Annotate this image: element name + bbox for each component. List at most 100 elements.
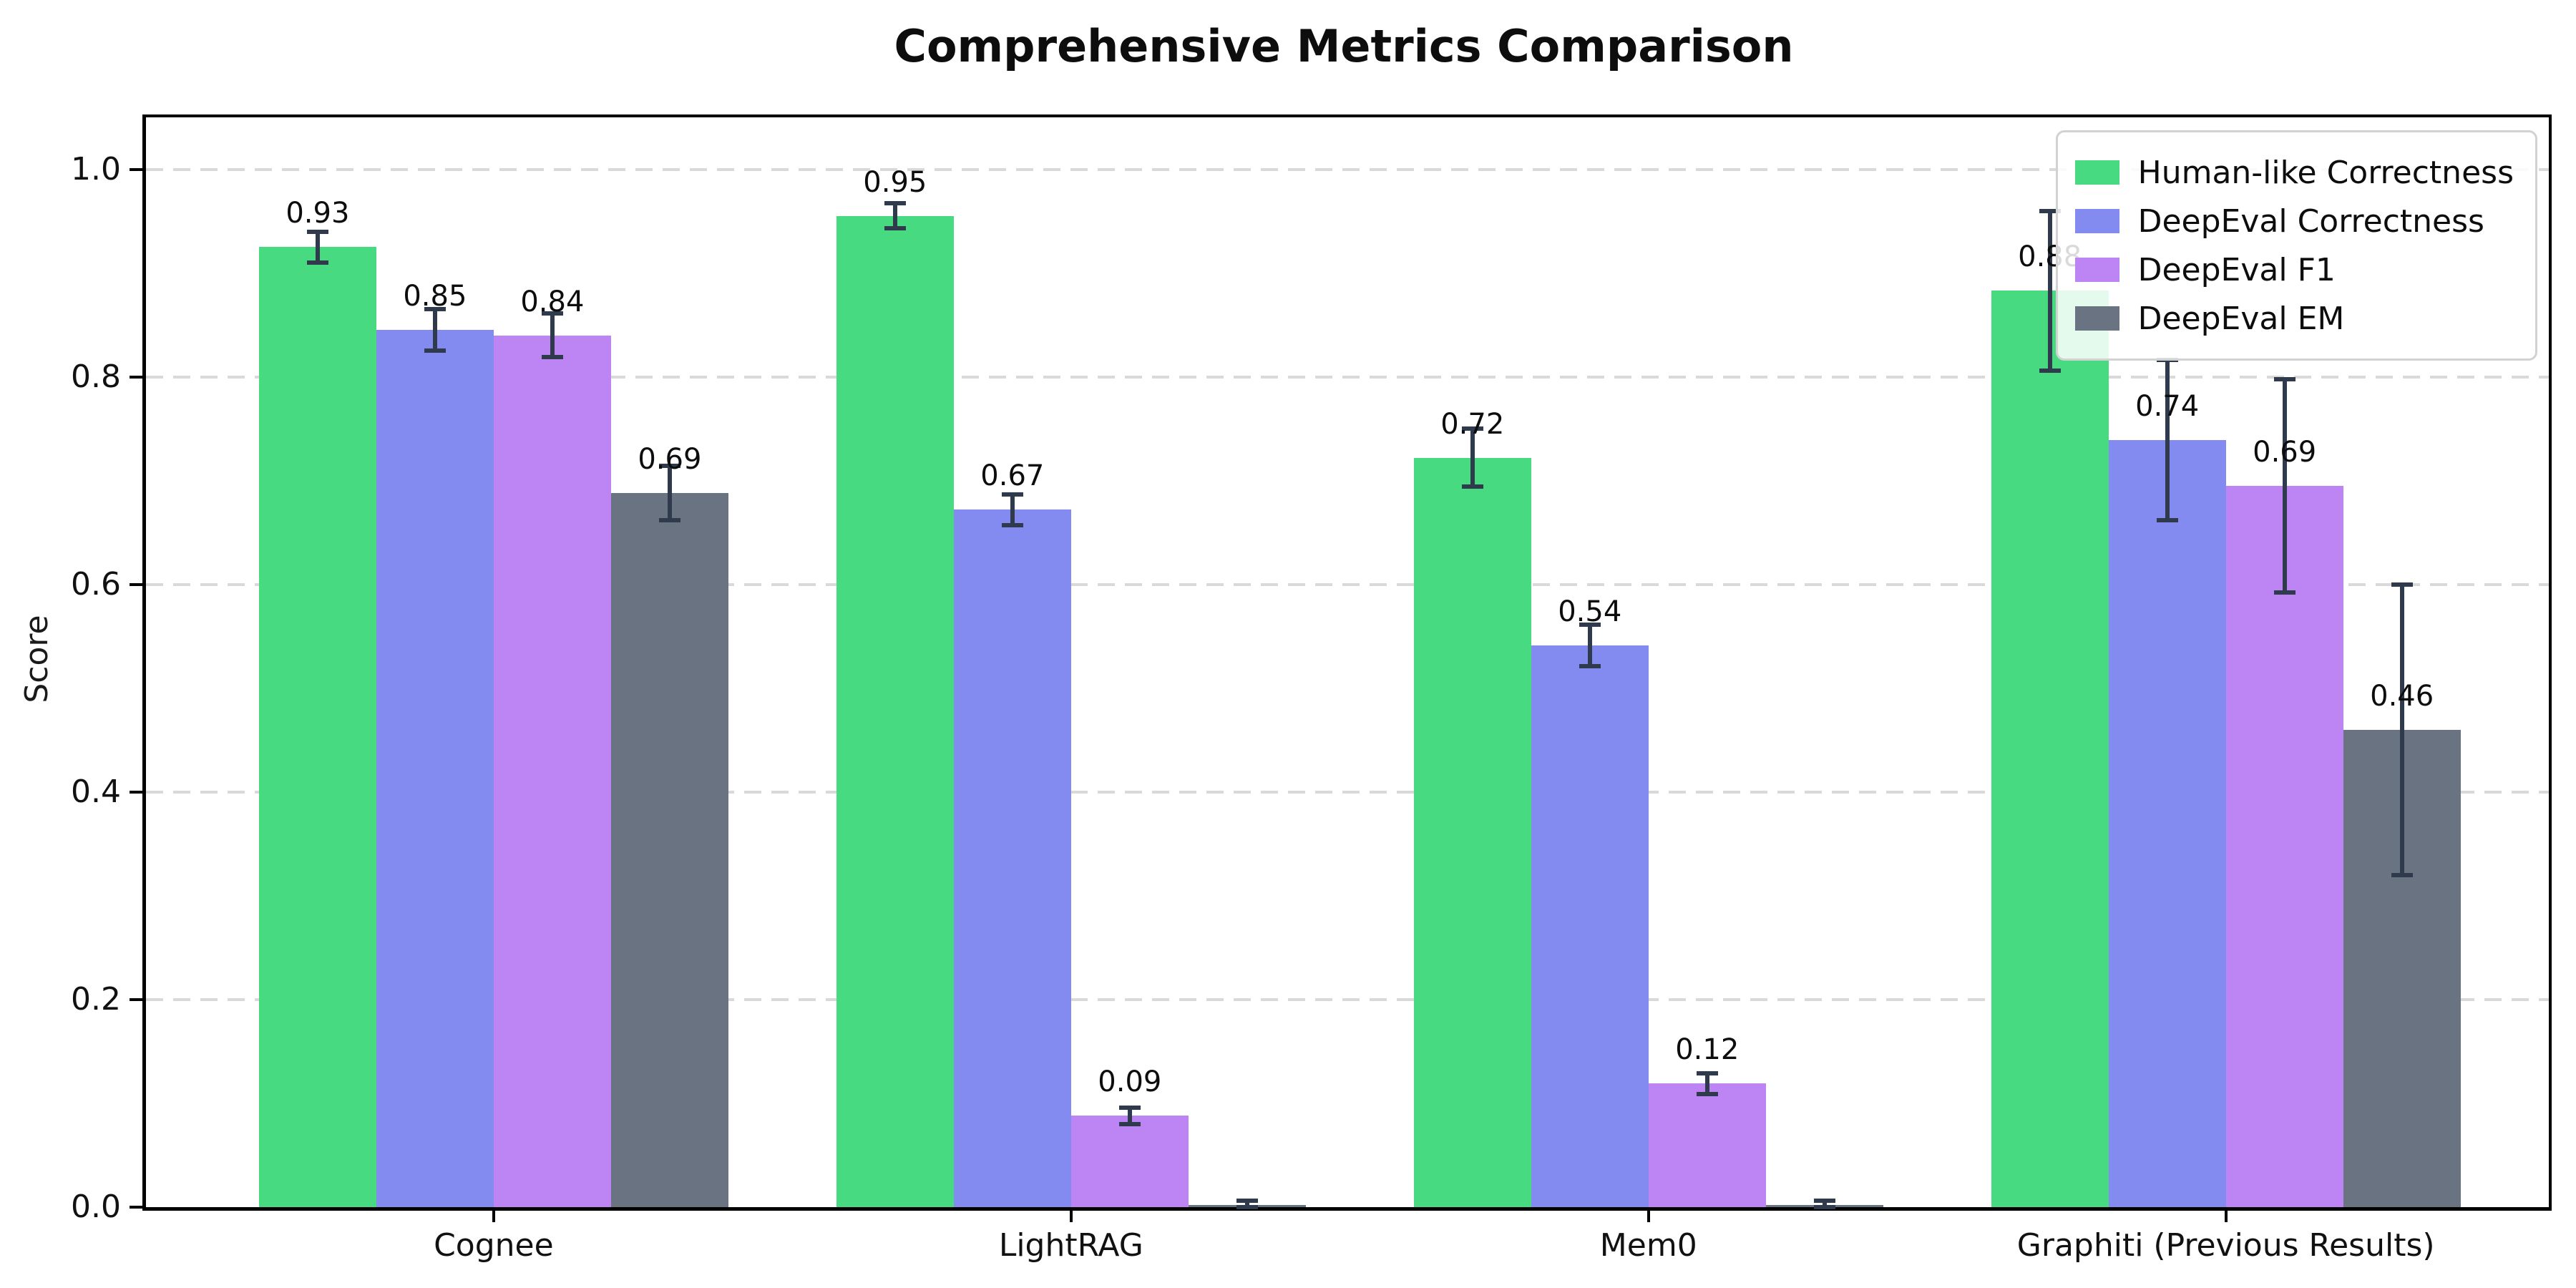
- bar-value-label: 0.84: [520, 285, 585, 318]
- bar-value-label: 0.69: [638, 443, 702, 477]
- error-bar-cap: [658, 517, 680, 522]
- error-bar-cap: [1118, 1121, 1141, 1126]
- error-bar-cap: [424, 307, 446, 312]
- error-bar: [1822, 1201, 1827, 1207]
- error-bar-cap: [1696, 1091, 1718, 1096]
- error-bar-cap: [306, 260, 328, 265]
- bar-mem0-human-like-correctness: [1413, 457, 1531, 1207]
- error-bar-cap: [2039, 208, 2061, 213]
- y-tick-mark: [130, 790, 142, 794]
- y-tick-mark: [130, 997, 142, 1001]
- bar-graphiti-previous-results-human-like-correctness: [1991, 291, 2109, 1207]
- legend: Human-like Correctness DeepEval Correctne…: [2055, 130, 2537, 361]
- bar-value-label: 0.09: [1098, 1065, 1162, 1099]
- gridline: [146, 582, 2549, 586]
- error-bar: [1704, 1073, 1709, 1094]
- error-bar: [2165, 360, 2170, 520]
- bar-mem0-deepeval-f1: [1648, 1083, 1766, 1207]
- error-bar-cap: [424, 348, 446, 353]
- x-tick-mark: [1069, 1211, 1073, 1222]
- bar-value-label: 0.95: [863, 165, 927, 199]
- error-bar: [2047, 210, 2052, 371]
- error-bar: [1010, 494, 1015, 526]
- error-bar-cap: [306, 229, 328, 234]
- plot-area: 0.0 0.2 0.4 0.6 0.8 1.0 Cognee LightRAG Mem0 Grap…: [71, 114, 2552, 1264]
- x-tick-mark: [2224, 1211, 2228, 1222]
- gridline: [146, 375, 2549, 379]
- error-bar: [432, 309, 437, 351]
- bar-graphiti-previous-results-deepeval-f1: [2225, 485, 2343, 1207]
- error-bar-cap: [658, 464, 680, 469]
- gridline: [146, 997, 2549, 1001]
- error-bar-cap: [884, 226, 906, 231]
- legend-label: DeepEval EM: [2137, 300, 2345, 337]
- error-bar-cap: [1236, 1199, 1258, 1204]
- bar-cognee-deepeval-em: [610, 493, 728, 1207]
- y-tick-mark: [130, 1206, 142, 1209]
- error-bar-cap: [2039, 368, 2061, 373]
- legend-swatch: [2074, 306, 2119, 331]
- error-bar: [667, 466, 672, 520]
- bar-value-label: 0.85: [403, 280, 467, 313]
- x-tick-label: LightRAG: [998, 1227, 1143, 1264]
- error-bar: [2282, 379, 2287, 593]
- chart-title: Comprehensive Metrics Comparison: [894, 20, 1794, 72]
- legend-item: Human-like Correctness: [2074, 148, 2514, 197]
- bar-value-label: 0.93: [286, 197, 350, 230]
- legend-item: DeepEval EM: [2074, 294, 2514, 343]
- error-bar: [1587, 625, 1592, 667]
- bar-cognee-deepeval-f1: [493, 335, 611, 1207]
- error-bar: [2399, 584, 2404, 875]
- y-tick-label: 0.0: [71, 1189, 121, 1225]
- error-bar: [550, 313, 555, 358]
- x-tick-mark: [1646, 1211, 1650, 1222]
- bar-value-label: 0.54: [1558, 595, 1622, 629]
- gridline: [146, 790, 2549, 794]
- error-bar: [315, 231, 320, 263]
- error-bar-cap: [1001, 523, 1023, 528]
- gridline: [146, 167, 2549, 171]
- legend-label: DeepEval Correctness: [2137, 203, 2484, 240]
- error-bar-cap: [1579, 623, 1601, 628]
- bar-value-label: 0.67: [980, 459, 1045, 493]
- error-bar-cap: [2156, 517, 2178, 522]
- error-bar: [1127, 1107, 1132, 1124]
- legend-item: DeepEval Correctness: [2074, 197, 2514, 245]
- y-tick-mark: [130, 167, 142, 171]
- error-bar-cap: [1118, 1105, 1141, 1110]
- y-axis-label: Score: [19, 615, 55, 703]
- x-tick-label: Mem0: [1599, 1227, 1697, 1264]
- error-bar-cap: [1236, 1205, 1258, 1209]
- legend-swatch: [2074, 258, 2119, 282]
- bar-lightrag-deepeval-f1: [1070, 1116, 1189, 1207]
- y-tick-label: 0.2: [71, 980, 121, 1018]
- bar-value-label: 0.46: [2370, 679, 2434, 713]
- error-bar-cap: [1461, 484, 1483, 489]
- bar-value-label: 0.74: [2135, 390, 2200, 424]
- error-bar-cap: [2391, 582, 2413, 587]
- legend-label: DeepEval F1: [2137, 251, 2336, 288]
- error-bar-cap: [541, 355, 563, 360]
- error-bar-cap: [1696, 1070, 1718, 1075]
- error-bar-cap: [1579, 664, 1601, 669]
- legend-swatch: [2074, 209, 2119, 233]
- bar-lightrag-deepeval-correctness: [953, 509, 1071, 1207]
- y-tick-label: 0.4: [71, 773, 121, 810]
- error-bar-cap: [541, 311, 563, 316]
- bar-value-label: 0.72: [1440, 407, 1505, 441]
- error-bar: [892, 203, 897, 229]
- y-tick-mark: [130, 375, 142, 379]
- error-bar: [1470, 429, 1475, 487]
- bar-cognee-human-like-correctness: [258, 247, 376, 1207]
- error-bar: [1244, 1201, 1249, 1207]
- y-tick-label: 0.8: [71, 358, 121, 395]
- bar-value-label: 0.69: [2253, 435, 2317, 469]
- error-bar-cap: [2273, 590, 2296, 595]
- error-bar-cap: [1001, 492, 1023, 497]
- bar-value-label: 0.12: [1675, 1033, 1740, 1067]
- bar-cognee-deepeval-correctness: [376, 330, 494, 1207]
- error-bar-cap: [2273, 376, 2296, 381]
- legend-label: Human-like Correctness: [2137, 154, 2514, 191]
- legend-item: DeepEval F1: [2074, 245, 2514, 294]
